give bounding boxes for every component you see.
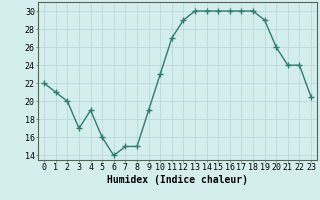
X-axis label: Humidex (Indice chaleur): Humidex (Indice chaleur) — [107, 175, 248, 185]
